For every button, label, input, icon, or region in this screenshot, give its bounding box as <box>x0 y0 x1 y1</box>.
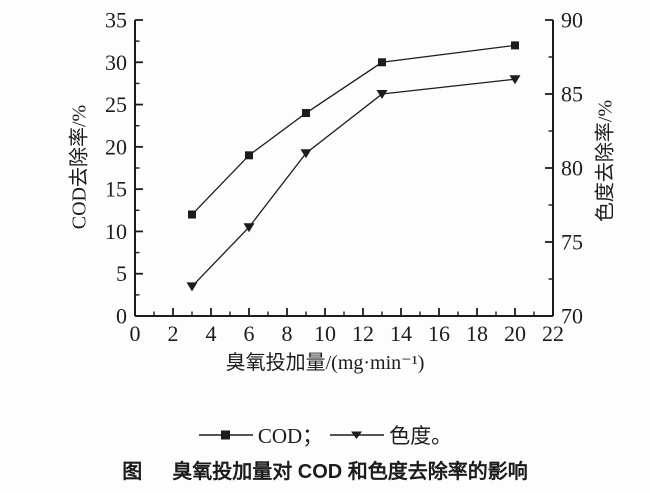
y-right-tick-label: 80 <box>561 156 583 181</box>
y-left-tick-label: 0 <box>116 304 127 329</box>
x-axis-tick-label: 4 <box>206 321 217 346</box>
figure-caption-text: 臭氧投加量对 COD 和色度去除率的影响 <box>172 461 528 483</box>
x-axis-tick-label: 0 <box>130 321 141 346</box>
sedu-data-point <box>376 90 388 99</box>
x-axis-tick-label: 10 <box>314 321 336 346</box>
sedu-series-marker-icon <box>330 431 385 439</box>
chart-legend: COD； 色度。 <box>0 420 650 450</box>
x-axis-tick-label: 18 <box>466 321 488 346</box>
y-left-tick-label: 30 <box>105 50 127 75</box>
y-right-tick-label: 70 <box>561 304 583 329</box>
sedu-series-line <box>191 78 516 287</box>
cod-data-point <box>188 210 196 219</box>
x-axis-tick-label: 16 <box>428 321 450 346</box>
cod-series-marker-icon <box>198 430 253 440</box>
cod-series-line <box>191 44 516 215</box>
y-left-tick-label: 35 <box>105 8 127 33</box>
y-left-tick-label: 10 <box>105 219 127 244</box>
y-left-tick-label: 20 <box>105 134 127 159</box>
y-right-axis-title: 色度去除率/% <box>594 99 617 223</box>
x-axis-title: 臭氧投加量/(mg·min⁻¹) <box>225 352 425 374</box>
y-right-tick-label: 85 <box>561 82 583 107</box>
x-axis-tick-label: 20 <box>504 321 526 346</box>
chart-canvas: 0 2 4 6 8 10 12 14 16 18 20 22 0 5 10 15 20 25 30 35 70 75 80 8… <box>105 8 583 347</box>
sedu-data-point <box>300 149 312 159</box>
x-axis-tick-label: 12 <box>352 321 374 346</box>
figure-caption-prefix: 图 <box>122 461 143 483</box>
legend-label-cod: COD； <box>257 424 324 448</box>
sedu-data-point <box>186 282 198 292</box>
x-axis-tick-label: 8 <box>282 321 293 346</box>
cod-data-point <box>302 109 310 118</box>
sedu-data-point <box>509 75 521 85</box>
figure-caption: 图 臭氧投加量对 COD 和色度去除率的影响 <box>0 455 650 484</box>
cod-data-point <box>245 151 253 160</box>
y-right-tick-label: 75 <box>561 230 583 255</box>
x-axis-tick-label: 6 <box>244 321 255 346</box>
x-axis-tick-label: 14 <box>390 321 412 346</box>
y-left-tick-label: 5 <box>116 261 127 286</box>
x-axis-tick-label: 2 <box>168 321 179 346</box>
y-left-axis-title: COD去除率/% <box>68 104 91 230</box>
legend-label-sedu: 色度。 <box>389 424 453 448</box>
legend-item-cod: COD； <box>198 420 323 450</box>
cod-data-point <box>378 58 386 67</box>
sedu-data-point <box>243 223 255 233</box>
legend-item-sedu: 色度。 <box>329 420 452 450</box>
y-left-tick-label: 25 <box>105 92 127 117</box>
x-axis-tick-label: 22 <box>542 321 564 346</box>
cod-data-point <box>511 41 519 50</box>
y-left-tick-label: 15 <box>105 177 127 202</box>
y-right-tick-label: 90 <box>561 8 583 33</box>
